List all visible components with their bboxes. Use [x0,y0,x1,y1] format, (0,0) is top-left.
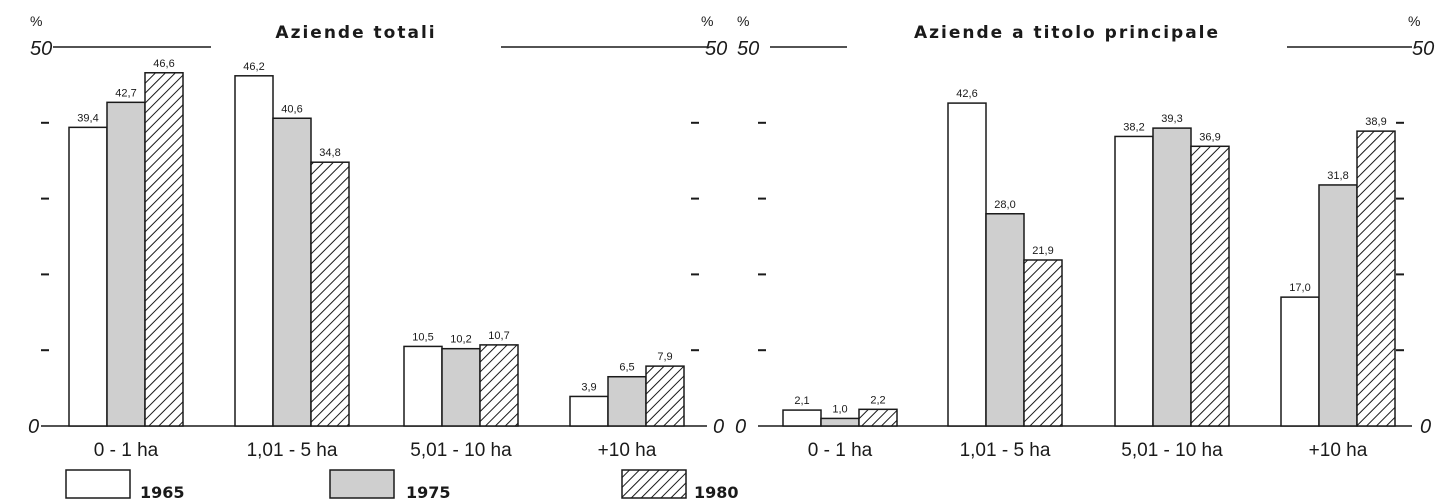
legend-swatch [329,469,395,499]
legend-item-1965: 1965 [65,469,185,502]
bar-1980 [1190,145,1230,427]
bar-value-label: 42,6 [956,88,977,100]
legend-label: 1975 [406,483,451,502]
bar-value-label: 17,0 [1289,282,1310,294]
bar-1975 [1318,184,1358,427]
bar-1980 [645,365,685,427]
y-tick-label-zero-left: 0 [28,416,39,438]
bar-value-label: 28,0 [994,199,1015,211]
x-category-label: 1,01 - 5 ha [247,440,338,461]
charts-layer: Aziende totali% % 50 0 50 0 39,4 42,7 46,6 0 - 1 … [28,13,1434,461]
bar-value-label: 38,9 [1365,116,1386,128]
y-tick-label-zero-right: 0 [713,416,724,438]
y-tick-label-top-left: 50 [30,38,52,60]
bar-value-label: 21,9 [1032,245,1053,257]
bar-value-label: 42,7 [115,87,136,99]
bar-value-label: 10,7 [488,330,509,342]
y-unit-right: % [701,13,713,29]
bar-value-label: 40,6 [281,103,302,115]
bar-value-label: 1,0 [832,403,847,415]
legend-label: 1980 [694,483,739,502]
bar-1975 [441,347,481,427]
legend-item-1980: 1980 [621,469,739,502]
chart-title: Aziende a titolo principale [914,23,1220,43]
y-unit-left: % [30,13,42,29]
y-tick-label-top-right: 50 [705,38,727,60]
bar-1980 [310,161,350,427]
bar-value-label: 46,6 [153,58,174,70]
bar-1980 [479,344,519,427]
legend: 1965 1975 1980 [65,469,739,502]
x-category-label: 5,01 - 10 ha [410,440,512,461]
bar-value-label: 39,4 [77,112,98,124]
bar-value-label: 10,5 [412,331,433,343]
chart-panel-1: Aziende totali% % 50 0 50 0 39,4 42,7 46,6 0 - 1 … [28,13,727,461]
chart-title-group: Aziende totali [211,23,501,61]
bar-value-label: 6,5 [619,362,634,374]
y-tick-label-zero-left: 0 [735,416,746,438]
bar-1965 [68,126,108,427]
y-tick-label-zero-right: 0 [1420,416,1431,438]
chart-title-group: Aziende a titolo principale [847,23,1287,61]
bar-value-label: 34,8 [319,147,340,159]
bar-value-label: 3,9 [581,381,596,393]
bar-1975 [1152,127,1192,427]
y-unit-left: % [737,13,749,29]
legend-item-1975: 1975 [329,469,451,502]
y-tick-label-top-right: 50 [1412,38,1434,60]
legend-swatch [621,469,687,499]
bar-1980 [144,72,184,427]
bar-1965 [403,345,443,427]
x-category-label: 5,01 - 10 ha [1121,440,1223,461]
chart-panel-2: Aziende a titolo principale% % 50 0 50 0 2,1 1,… [735,13,1434,461]
legend-label: 1965 [140,483,185,502]
bar-1975 [106,101,146,427]
y-tick-label-top-left: 50 [737,38,759,60]
bar-1975 [272,117,312,427]
bar-1980 [1356,130,1396,427]
bar-value-label: 46,2 [243,61,264,73]
bar-1975 [985,213,1025,427]
chart-title-backing [211,31,501,61]
bar-value-label: 31,8 [1327,170,1348,182]
chart-title-backing [847,31,1287,61]
bar-value-label: 10,2 [450,334,471,346]
bar-1980 [1023,259,1063,427]
x-category-label: +10 ha [598,440,657,461]
bar-1965 [1114,135,1154,427]
bar-1975 [820,417,860,427]
x-category-label: 1,01 - 5 ha [960,440,1051,461]
x-category-label: +10 ha [1309,440,1368,461]
bar-1975 [607,375,647,427]
y-unit-right: % [1408,13,1420,29]
legend-swatch [65,469,131,499]
bar-1965 [1280,296,1320,427]
bar-value-label: 2,1 [794,395,809,407]
bar-1965 [947,102,987,427]
bar-value-label: 38,2 [1123,121,1144,133]
bar-value-label: 39,3 [1161,113,1182,125]
bar-1980 [858,408,898,427]
bar-1965 [569,395,609,427]
bar-1965 [782,409,822,427]
bar-value-label: 36,9 [1199,131,1220,143]
bar-1965 [234,75,274,427]
x-category-label: 0 - 1 ha [808,440,873,461]
bar-value-label: 2,2 [870,394,885,406]
chart-title: Aziende totali [275,23,436,43]
bar-value-label: 7,9 [657,351,672,363]
x-category-label: 0 - 1 ha [94,440,159,461]
